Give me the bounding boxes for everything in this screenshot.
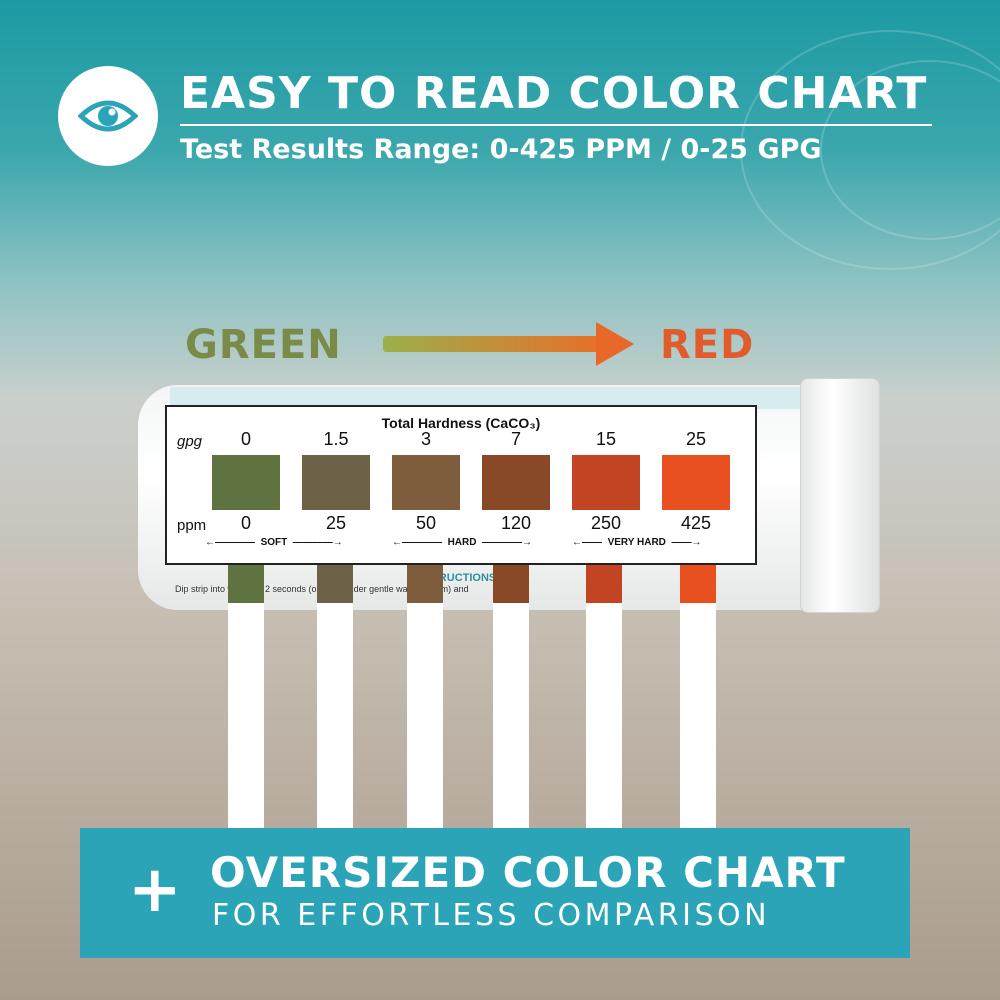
bottom-banner (80, 828, 910, 958)
class-soft: ←―――― SOFT ――――→ (205, 537, 343, 548)
ppm-value: 0 (240, 513, 251, 533)
color-swatch (392, 455, 460, 510)
eye-icon (58, 66, 158, 166)
gpg-label: gpg (177, 433, 203, 450)
ppm-value: 25 (325, 513, 347, 533)
color-chart-panel: Total Hardness (CaCO₃) gpg ppm 0 0 1.5 25… (165, 405, 757, 565)
gpg-value: 1.5 (323, 429, 349, 449)
decorative-ring (740, 30, 1000, 270)
gradient-arrow-icon (383, 336, 598, 352)
strip-reagent-pad (493, 565, 529, 603)
test-strip (407, 565, 443, 830)
test-strip (317, 565, 353, 830)
test-strip (680, 565, 716, 830)
ppm-value: 425 (680, 513, 712, 533)
strip-reagent-pad (586, 565, 622, 603)
headline: EASY TO READ COLOR CHART (180, 68, 928, 119)
chart-title: Total Hardness (CaCO₃) (381, 415, 541, 431)
bottle-cap (800, 378, 880, 613)
test-strip (586, 565, 622, 830)
gpg-value: 7 (510, 429, 521, 449)
banner-title: OVERSIZED COLOR CHART (210, 848, 846, 897)
strip-reagent-pad (317, 565, 353, 603)
color-swatch (662, 455, 730, 510)
test-strip (228, 565, 264, 830)
gpg-value: 0 (240, 429, 251, 449)
strip-reagent-pad (680, 565, 716, 603)
plus-icon: + (128, 853, 182, 927)
banner-subtitle: FOR EFFORTLESS COMPARISON (212, 898, 771, 933)
red-label: RED (660, 322, 755, 368)
strip-reagent-pad (228, 565, 264, 603)
gpg-value: 25 (685, 429, 707, 449)
gpg-value: 3 (420, 429, 431, 449)
subheadline: Test Results Range: 0-425 PPM / 0-25 GPG (180, 134, 822, 165)
green-label: GREEN (185, 322, 342, 368)
ppm-value: 250 (590, 513, 622, 533)
ppm-value: 120 (500, 513, 532, 533)
color-swatch (212, 455, 280, 510)
test-strip (493, 565, 529, 830)
color-swatch (302, 455, 370, 510)
color-swatch (572, 455, 640, 510)
ppm-label: ppm (177, 517, 207, 534)
gpg-value: 15 (595, 429, 617, 449)
color-swatch (482, 455, 550, 510)
divider (180, 124, 932, 126)
class-hard: ←―――― HARD ――――→ (392, 537, 533, 548)
bottle-label-band (170, 387, 810, 409)
arrowhead-icon (596, 322, 634, 366)
class-very-hard: ←―― VERY HARD ――→ (572, 537, 702, 548)
ppm-value: 50 (415, 513, 437, 533)
strip-reagent-pad (407, 565, 443, 603)
